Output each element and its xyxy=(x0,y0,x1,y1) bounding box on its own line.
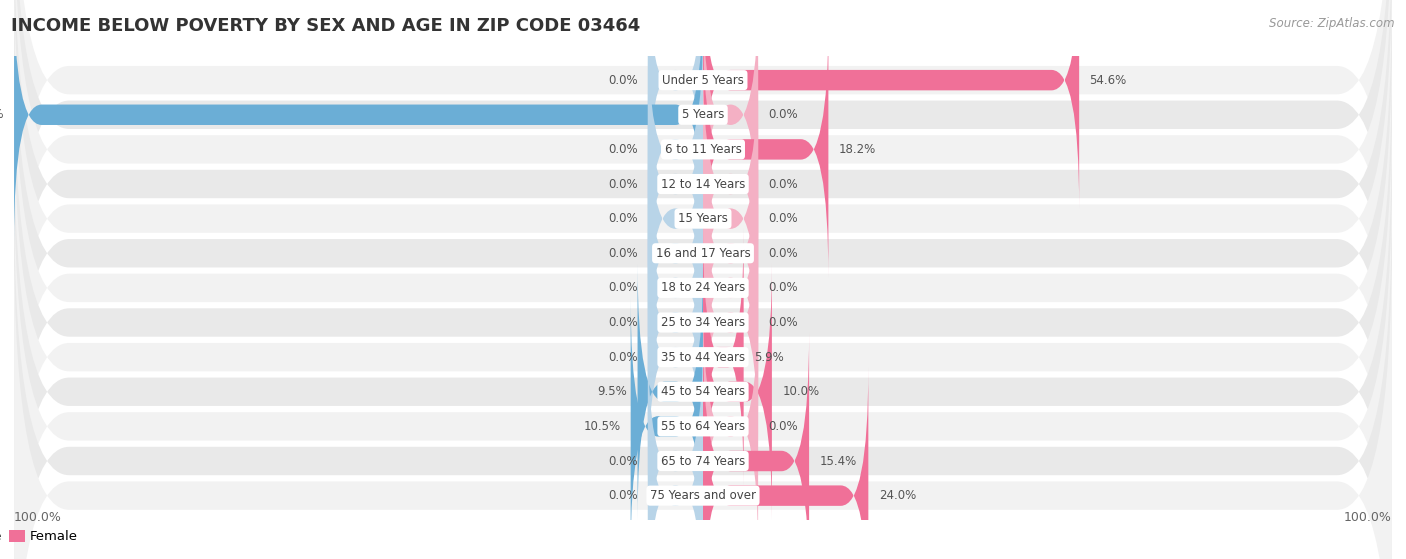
FancyBboxPatch shape xyxy=(703,298,758,555)
FancyBboxPatch shape xyxy=(14,60,1392,559)
Text: 0.0%: 0.0% xyxy=(607,178,637,191)
FancyBboxPatch shape xyxy=(14,0,703,243)
FancyBboxPatch shape xyxy=(703,229,744,485)
FancyBboxPatch shape xyxy=(648,333,703,559)
FancyBboxPatch shape xyxy=(648,229,703,485)
Text: 0.0%: 0.0% xyxy=(769,247,799,260)
Text: 0.0%: 0.0% xyxy=(607,454,637,467)
Text: 9.5%: 9.5% xyxy=(598,385,627,398)
Text: 16 and 17 Years: 16 and 17 Years xyxy=(655,247,751,260)
Text: 24.0%: 24.0% xyxy=(879,489,915,502)
FancyBboxPatch shape xyxy=(703,125,758,382)
Text: 45 to 54 Years: 45 to 54 Years xyxy=(661,385,745,398)
FancyBboxPatch shape xyxy=(648,367,703,559)
Text: 100.0%: 100.0% xyxy=(0,108,4,121)
Text: 6 to 11 Years: 6 to 11 Years xyxy=(665,143,741,156)
Text: 0.0%: 0.0% xyxy=(769,212,799,225)
FancyBboxPatch shape xyxy=(703,160,758,416)
FancyBboxPatch shape xyxy=(14,198,1392,559)
FancyBboxPatch shape xyxy=(14,164,1392,559)
FancyBboxPatch shape xyxy=(703,0,1080,209)
Text: 0.0%: 0.0% xyxy=(607,74,637,87)
Text: 0.0%: 0.0% xyxy=(769,108,799,121)
Text: 15.4%: 15.4% xyxy=(820,454,856,467)
FancyBboxPatch shape xyxy=(648,125,703,382)
FancyBboxPatch shape xyxy=(14,25,1392,551)
FancyBboxPatch shape xyxy=(14,0,1392,481)
FancyBboxPatch shape xyxy=(631,298,703,555)
FancyBboxPatch shape xyxy=(14,0,1392,412)
Text: 0.0%: 0.0% xyxy=(607,350,637,364)
Text: Under 5 Years: Under 5 Years xyxy=(662,74,744,87)
Text: 0.0%: 0.0% xyxy=(769,420,799,433)
Text: 0.0%: 0.0% xyxy=(607,281,637,295)
FancyBboxPatch shape xyxy=(648,160,703,416)
Text: Source: ZipAtlas.com: Source: ZipAtlas.com xyxy=(1270,17,1395,30)
Legend: Male, Female: Male, Female xyxy=(0,530,79,543)
Text: 0.0%: 0.0% xyxy=(769,316,799,329)
FancyBboxPatch shape xyxy=(648,0,703,209)
Text: 0.0%: 0.0% xyxy=(607,247,637,260)
Text: 35 to 44 Years: 35 to 44 Years xyxy=(661,350,745,364)
FancyBboxPatch shape xyxy=(703,367,869,559)
Text: 75 Years and over: 75 Years and over xyxy=(650,489,756,502)
FancyBboxPatch shape xyxy=(14,0,1392,343)
FancyBboxPatch shape xyxy=(648,21,703,278)
Text: 0.0%: 0.0% xyxy=(607,316,637,329)
FancyBboxPatch shape xyxy=(648,194,703,451)
Text: 18 to 24 Years: 18 to 24 Years xyxy=(661,281,745,295)
FancyBboxPatch shape xyxy=(703,56,758,312)
Text: 55 to 64 Years: 55 to 64 Years xyxy=(661,420,745,433)
Text: 10.5%: 10.5% xyxy=(583,420,620,433)
FancyBboxPatch shape xyxy=(637,263,703,520)
Text: 0.0%: 0.0% xyxy=(769,281,799,295)
FancyBboxPatch shape xyxy=(703,333,808,559)
FancyBboxPatch shape xyxy=(703,21,828,278)
FancyBboxPatch shape xyxy=(703,194,758,451)
Text: 100.0%: 100.0% xyxy=(14,510,62,524)
Text: 0.0%: 0.0% xyxy=(607,143,637,156)
Text: 54.6%: 54.6% xyxy=(1090,74,1126,87)
FancyBboxPatch shape xyxy=(703,91,758,347)
FancyBboxPatch shape xyxy=(648,56,703,312)
Text: 5.9%: 5.9% xyxy=(754,350,783,364)
Text: 0.0%: 0.0% xyxy=(607,489,637,502)
Text: 0.0%: 0.0% xyxy=(769,178,799,191)
FancyBboxPatch shape xyxy=(14,0,1392,516)
FancyBboxPatch shape xyxy=(703,0,758,243)
Text: 12 to 14 Years: 12 to 14 Years xyxy=(661,178,745,191)
Text: 15 Years: 15 Years xyxy=(678,212,728,225)
FancyBboxPatch shape xyxy=(14,94,1392,559)
FancyBboxPatch shape xyxy=(14,129,1392,559)
Text: 25 to 34 Years: 25 to 34 Years xyxy=(661,316,745,329)
FancyBboxPatch shape xyxy=(14,233,1392,559)
Text: 18.2%: 18.2% xyxy=(839,143,876,156)
Text: 5 Years: 5 Years xyxy=(682,108,724,121)
Text: 65 to 74 Years: 65 to 74 Years xyxy=(661,454,745,467)
Text: 0.0%: 0.0% xyxy=(607,212,637,225)
Text: 10.0%: 10.0% xyxy=(782,385,820,398)
FancyBboxPatch shape xyxy=(14,0,1392,447)
FancyBboxPatch shape xyxy=(648,91,703,347)
FancyBboxPatch shape xyxy=(14,0,1392,377)
FancyBboxPatch shape xyxy=(703,263,772,520)
Text: INCOME BELOW POVERTY BY SEX AND AGE IN ZIP CODE 03464: INCOME BELOW POVERTY BY SEX AND AGE IN Z… xyxy=(11,17,641,35)
Text: 100.0%: 100.0% xyxy=(1344,510,1392,524)
